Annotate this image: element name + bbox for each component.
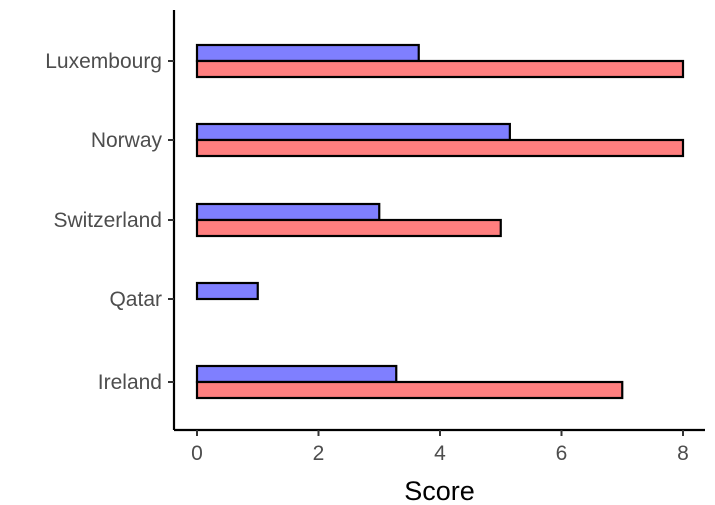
x-tick-label-2: 2 [313,442,325,465]
y-tick-label-qatar: Qatar [109,288,162,311]
bar-norway-series-1 [195,122,511,142]
bar-switzerland-series-1 [195,202,381,222]
bar-switzerland-series-2 [195,218,502,238]
y-tick-label-switzerland: Switzerland [53,209,162,232]
x-tick-label-4: 4 [434,442,446,465]
bar-ireland-series-2 [195,380,624,400]
y-axis: Luxembourg Norway Switzerland Qatar Ireland [45,10,176,430]
x-axis: 0 2 4 6 8 [174,428,705,465]
bar-ireland-series-1 [195,364,398,384]
y-tick-label-luxembourg: Luxembourg [45,50,162,73]
bar-norway-series-2 [195,138,685,158]
bar-luxembourg-series-2 [195,59,685,79]
y-tick-label-norway: Norway [91,129,163,152]
x-tick-label-0: 0 [191,442,203,465]
x-tick-label-6: 6 [556,442,568,465]
bar-luxembourg-series-1 [195,43,420,63]
bar-qatar-series-1 [195,281,259,301]
y-tick-label-ireland: Ireland [98,371,162,394]
x-tick-label-8: 8 [677,442,689,465]
x-axis-title: Score [404,476,475,505]
bars-layer [195,43,685,400]
